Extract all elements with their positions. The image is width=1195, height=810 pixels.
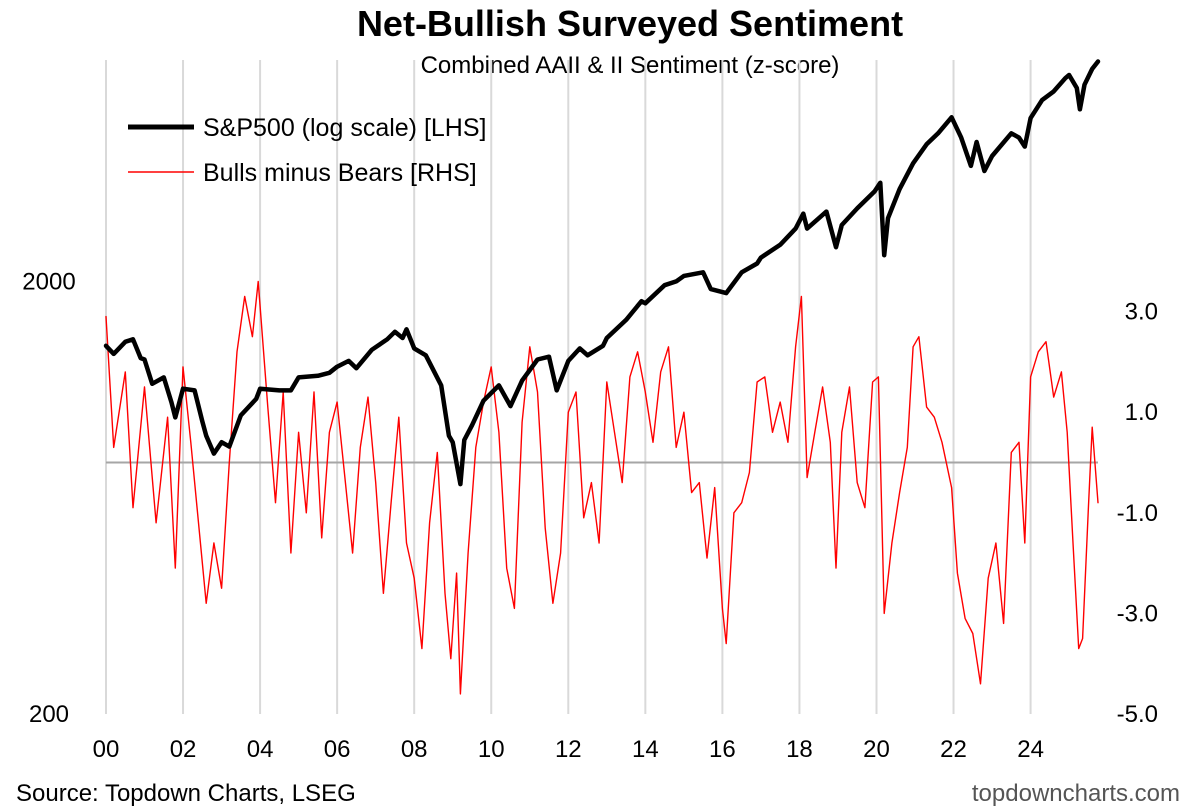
x-tick-label: 24 — [1017, 736, 1044, 763]
watermark: topdowncharts.com — [972, 780, 1180, 807]
chart-subtitle: Combined AAII & II Sentiment (z-score) — [421, 52, 840, 79]
left-tick-label: 200 — [29, 701, 69, 728]
sp500-line — [103, 59, 1101, 487]
x-tick-label: 06 — [324, 736, 351, 763]
right-tick-label: -3.0 — [1117, 600, 1158, 627]
left-axis: 2000 200 — [22, 268, 75, 728]
source-note: Source: Topdown Charts, LSEG — [16, 780, 356, 807]
x-tick-label: 22 — [940, 736, 967, 763]
x-tick-label: 10 — [478, 736, 505, 763]
series-layer — [103, 59, 1101, 695]
legend-label-bulls-bears: Bulls minus Bears [RHS] — [203, 159, 477, 187]
x-tick-label: 04 — [247, 736, 274, 763]
legend-label-sp500: S&P500 (log scale) [LHS] — [203, 114, 486, 142]
x-tick-label: 08 — [401, 736, 428, 763]
x-tick-label: 20 — [863, 736, 890, 763]
x-tick-label: 14 — [632, 736, 659, 763]
x-tick-label: 02 — [170, 736, 197, 763]
right-tick-label: 3.0 — [1125, 299, 1158, 326]
x-axis: 00 02 04 06 08 10 12 14 16 18 20 22 24 — [93, 736, 1044, 763]
right-tick-label: -5.0 — [1117, 701, 1158, 728]
left-tick-label: 2000 — [22, 268, 75, 295]
right-tick-label: -1.0 — [1117, 500, 1158, 527]
chart-title: Net-Bullish Surveyed Sentiment — [357, 3, 903, 44]
legend: S&P500 (log scale) [LHS] Bulls minus Bea… — [128, 114, 486, 187]
x-tick-label: 18 — [786, 736, 813, 763]
bulls-minus-bears-line — [105, 280, 1099, 695]
x-tick-label: 12 — [555, 736, 582, 763]
x-tick-label: 00 — [93, 736, 120, 763]
right-axis: 3.0 1.0 -1.0 -3.0 -5.0 — [1117, 299, 1158, 728]
right-tick-label: 1.0 — [1125, 399, 1158, 426]
x-tick-label: 16 — [709, 736, 736, 763]
